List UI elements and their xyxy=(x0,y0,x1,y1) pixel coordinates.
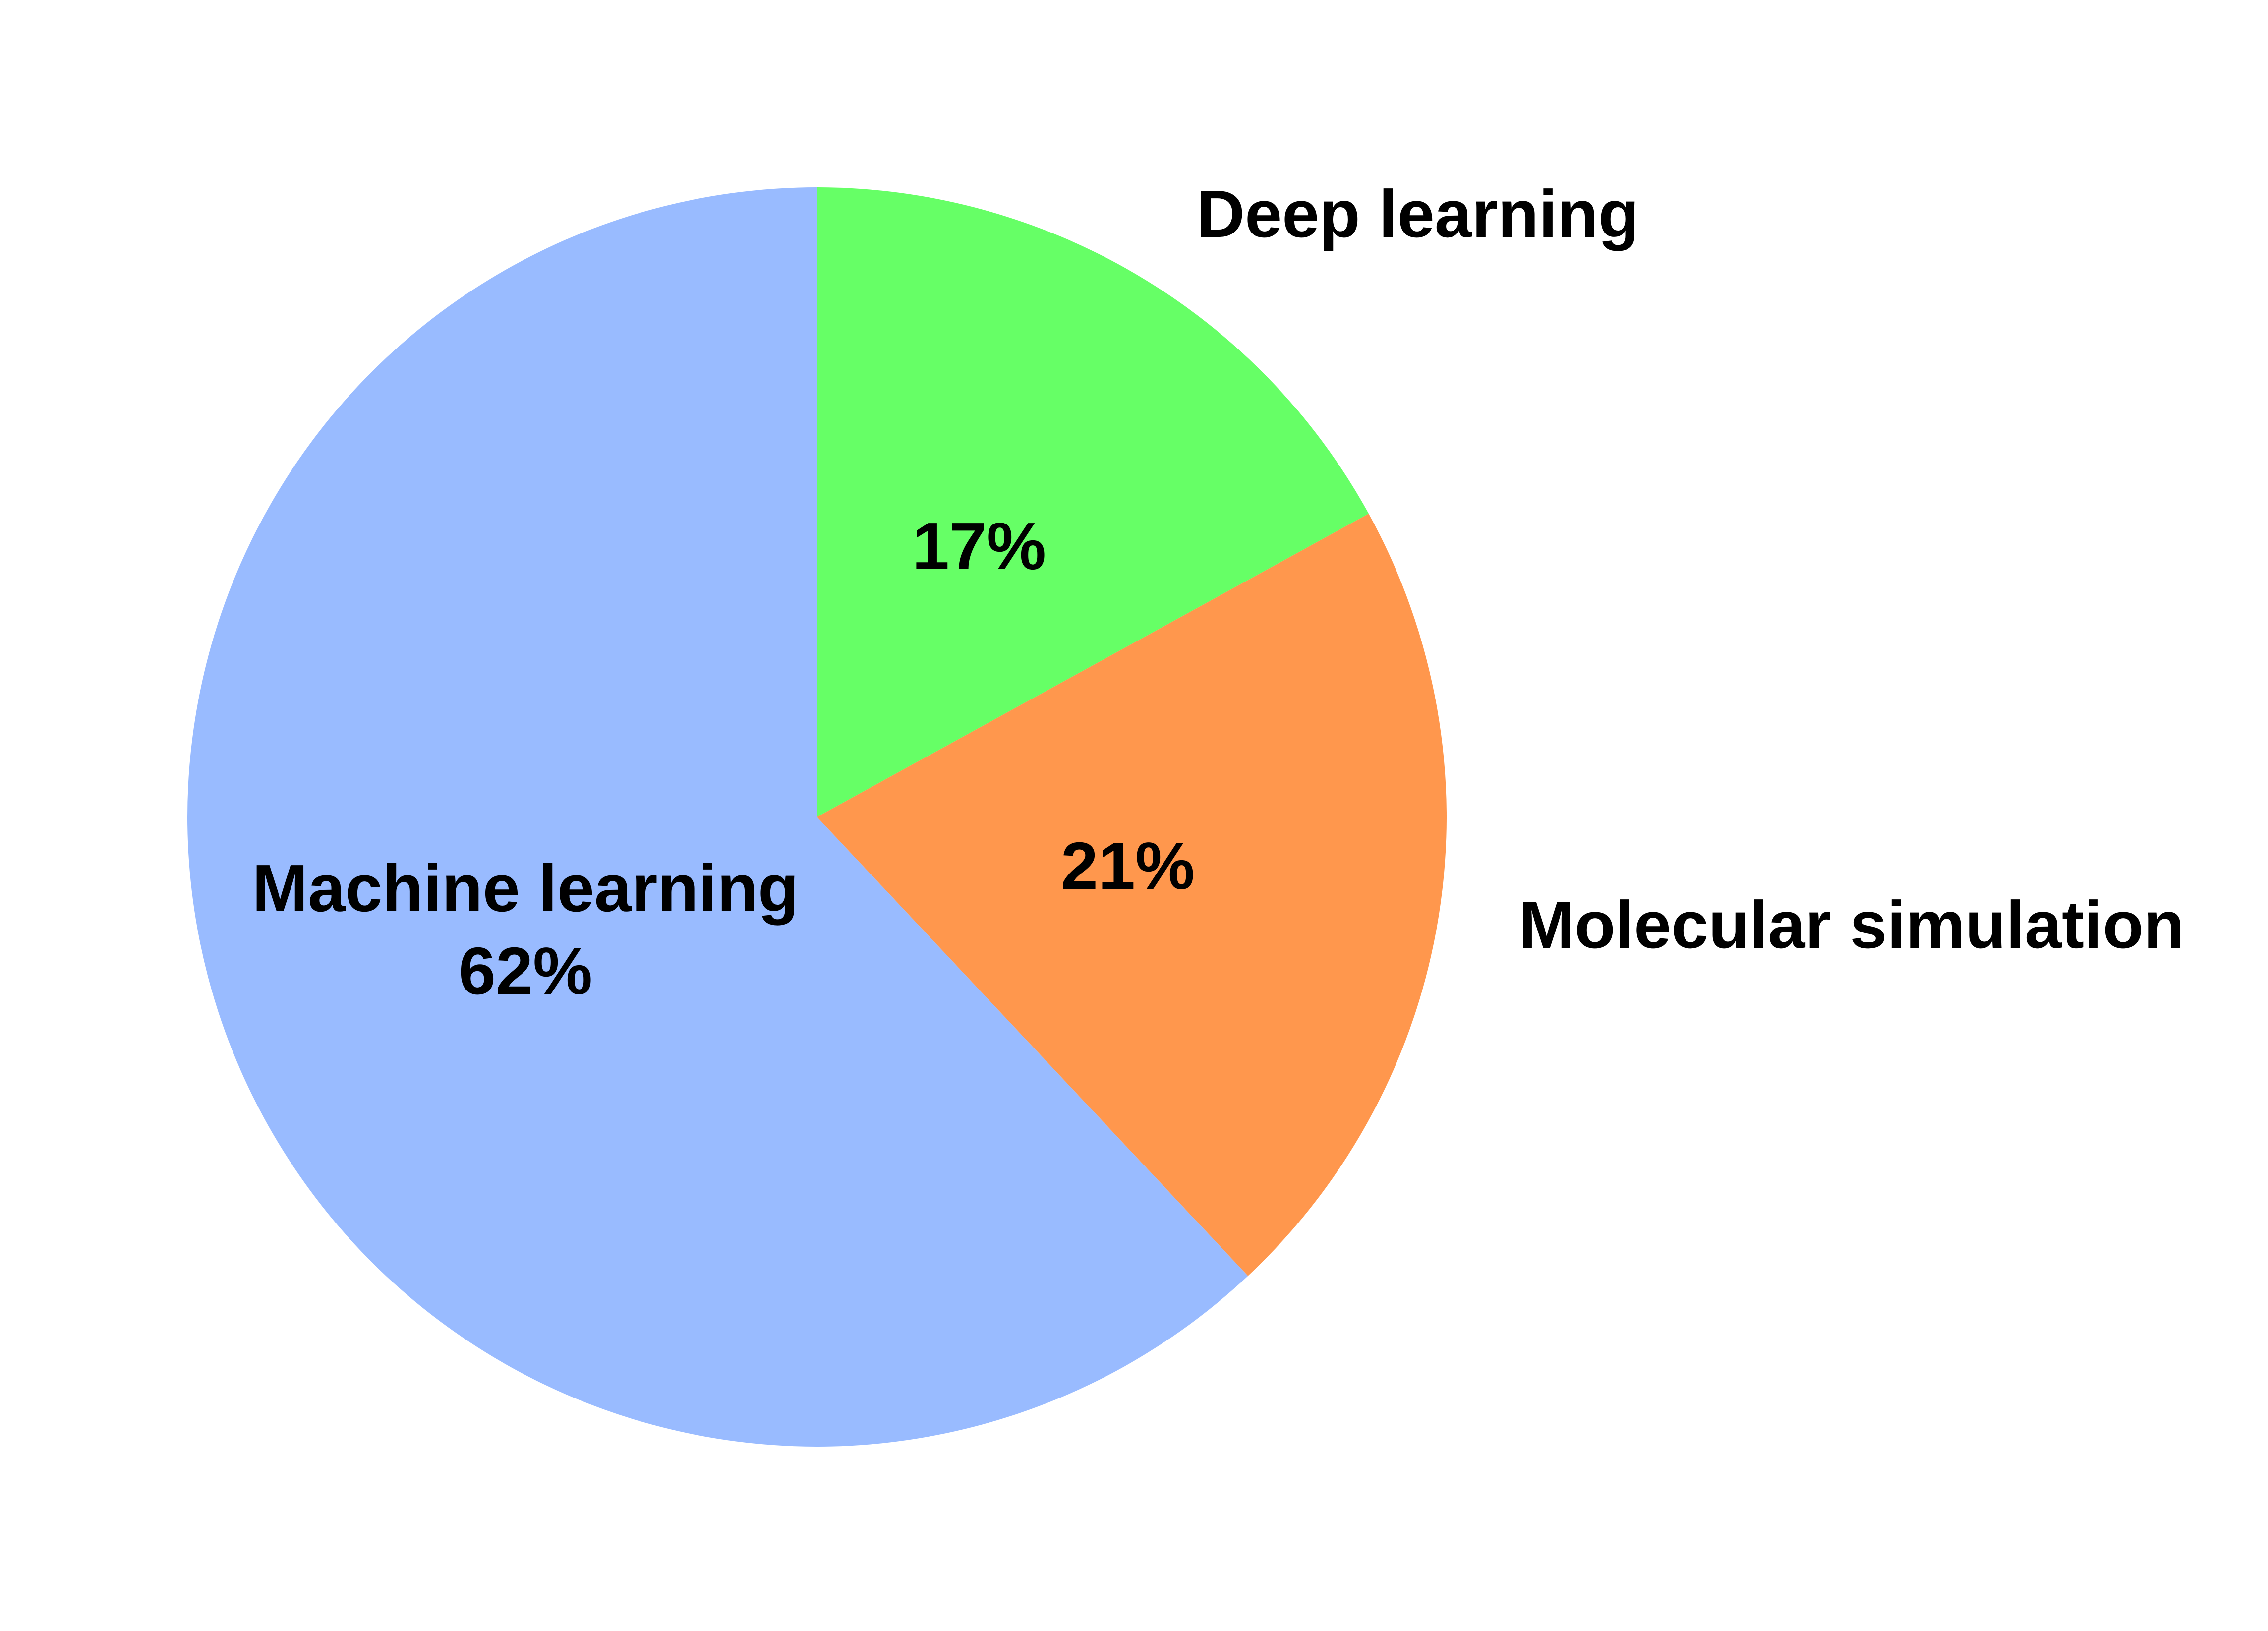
slice-value-machine-learning: 62% xyxy=(459,933,592,1008)
slice-name-machine-learning: Machine learning xyxy=(252,851,799,926)
pie-slice-deep-learning xyxy=(817,187,1369,817)
pie-slice-molecular-simulation xyxy=(817,514,1447,1276)
slice-name-molecular-simulation: Molecular simulation xyxy=(1519,887,2185,962)
slice-value-molecular-simulation: 21% xyxy=(1061,828,1195,903)
slice-value-deep-learning: 17% xyxy=(912,509,1046,583)
pie-slice-machine-learning xyxy=(187,187,1248,1447)
slice-name-deep-learning: Deep learning xyxy=(1197,176,1639,251)
pie-slices xyxy=(187,187,1447,1447)
